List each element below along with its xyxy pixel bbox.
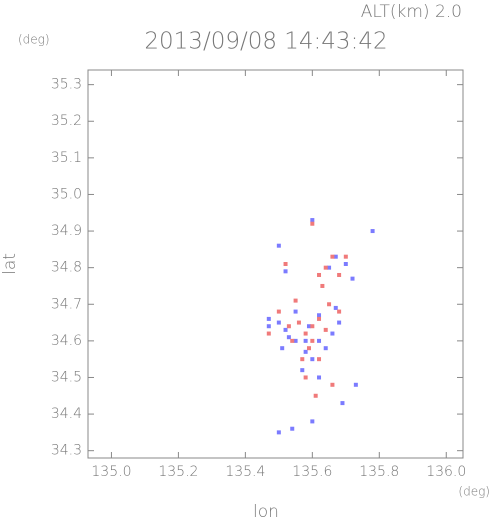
x-tick-label: 136.0 <box>426 464 466 480</box>
y-tick-label: 34.5 <box>51 369 82 385</box>
radar-point <box>340 401 345 406</box>
x-axis-label: lon <box>253 502 279 521</box>
radar-point <box>306 324 311 329</box>
y-tick-label: 34.7 <box>51 296 82 312</box>
y-tick-label: 35.1 <box>51 150 82 166</box>
y-tick-label: 34.3 <box>51 443 82 459</box>
radar-point <box>343 262 348 266</box>
x-unit: (deg) <box>458 485 490 499</box>
y-axis-label: lat <box>0 253 20 275</box>
radar-point <box>337 309 342 314</box>
radar-point <box>310 419 315 424</box>
radar-point <box>310 324 315 329</box>
radar-point <box>330 254 335 259</box>
radar-point <box>327 265 332 270</box>
y-tick-label: 34.9 <box>51 223 82 239</box>
radar-point <box>300 368 305 373</box>
chart-title: 2013/09/08 14:43:42 <box>144 29 387 55</box>
radar-point <box>306 346 311 351</box>
radar-point <box>310 218 315 223</box>
radar-point <box>317 272 322 277</box>
radar-point <box>276 320 281 325</box>
y-tick-label: 35.3 <box>51 77 82 93</box>
radar-point <box>283 327 288 332</box>
radar-point <box>290 338 295 343</box>
radar-point <box>293 298 298 303</box>
radar-point <box>310 221 315 226</box>
y-unit: (deg) <box>18 33 50 47</box>
radar-point <box>300 357 305 362</box>
radar-point <box>317 313 322 318</box>
radar-point <box>276 430 281 435</box>
radar-point <box>327 302 332 307</box>
radar-point <box>286 335 291 340</box>
radar-point <box>323 327 328 332</box>
radar-point <box>323 265 328 270</box>
radar-point <box>310 338 315 343</box>
radar-point <box>313 393 318 398</box>
radar-point <box>266 316 271 321</box>
y-tick-label: 34.4 <box>51 406 82 422</box>
x-tick-label: 135.6 <box>292 464 332 480</box>
plot-frame <box>87 69 464 459</box>
radar-point <box>283 262 288 266</box>
radar-point <box>317 316 322 321</box>
y-tick-label: 34.6 <box>51 333 82 349</box>
radar-point <box>317 375 322 380</box>
radar-point <box>286 324 291 329</box>
radar-point <box>283 269 288 274</box>
y-tick-label: 34.8 <box>51 260 82 276</box>
radar-point <box>320 283 325 288</box>
radar-point <box>310 357 315 362</box>
radar-point <box>350 276 355 281</box>
radar-point <box>280 346 285 351</box>
radar-point <box>317 357 322 362</box>
radar-point <box>333 254 338 259</box>
radar-point <box>293 309 298 314</box>
x-tick-label: 135.0 <box>91 464 131 480</box>
radar-point <box>266 324 271 329</box>
radar-point <box>330 382 335 387</box>
radar-point <box>370 229 375 234</box>
x-tick-label: 135.4 <box>225 464 265 480</box>
radar-point <box>303 375 308 380</box>
radar-point <box>317 338 322 343</box>
x-tick-label: 135.8 <box>359 464 399 480</box>
radar-point <box>333 305 338 310</box>
radar-point <box>296 320 301 325</box>
radar-point <box>266 331 271 336</box>
radar-point <box>293 338 298 343</box>
radar-point <box>330 331 335 336</box>
radar-point <box>337 272 342 277</box>
radar-point <box>303 338 308 343</box>
y-tick-label: 35.2 <box>51 113 82 129</box>
radar-point <box>337 320 342 325</box>
radar-point <box>303 331 308 336</box>
radar-point <box>290 426 295 431</box>
radar-point <box>276 309 281 314</box>
radar-point <box>303 349 308 354</box>
y-tick-label: 35.0 <box>51 186 82 202</box>
radar-point <box>353 382 358 387</box>
radar-point <box>343 254 348 259</box>
altitude-label: ALT(km) 2.0 <box>361 2 462 22</box>
radar-point <box>276 243 281 248</box>
x-tick-label: 135.2 <box>158 464 198 480</box>
radar-point <box>323 346 328 351</box>
